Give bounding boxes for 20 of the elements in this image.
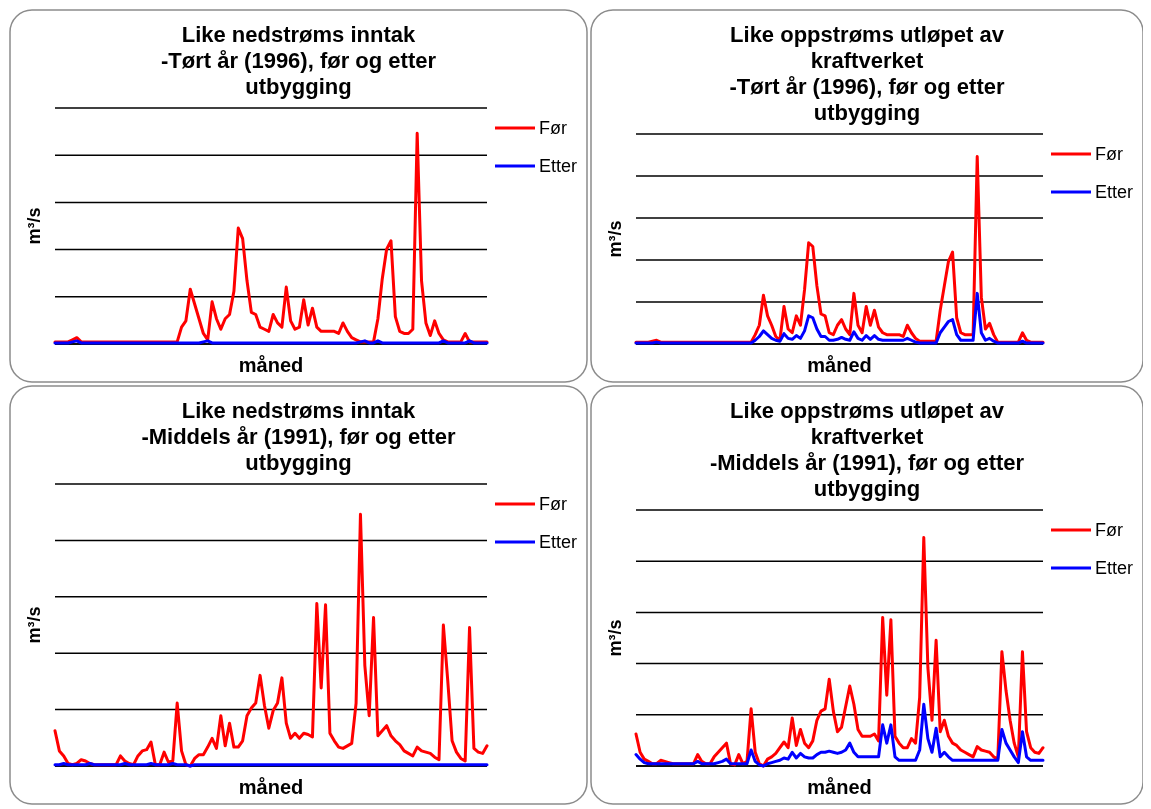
legend-label: Før [539,494,567,514]
legend-label: Etter [539,532,578,552]
chart-title: Like nedstrøms inntak -Tørt år (1996), før og etter utbygging [160,22,437,99]
legend-label: Etter [1095,558,1134,578]
legend-label: Før [1095,520,1123,540]
y-axis-title: m³/s [605,619,625,657]
legend-label: Etter [539,156,578,176]
legend-label: Før [539,118,567,138]
chart-title: Like nedstrøms inntak -Middels år (1991), før og etter utbygging [141,398,457,475]
x-axis-title: måned [807,776,872,798]
y-axis-title: m³/s [24,606,44,644]
x-axis-title: måned [807,354,872,376]
x-axis-title: måned [238,776,304,798]
y-axis-title: m³/s [605,220,625,258]
x-axis-title: måned [238,354,304,376]
chart-title: Like oppstrøms utløpet av kraftverket -Tørt år (1996), før og etter utbygging [729,22,1005,125]
chart-title: Like oppstrøms utløpet av kraftverket -Middels år (1991), før og etter utbygging [709,398,1025,501]
legend-label: Etter [1095,182,1134,202]
legend-label: Før [1095,144,1123,164]
y-axis-title: m³/s [24,207,44,245]
